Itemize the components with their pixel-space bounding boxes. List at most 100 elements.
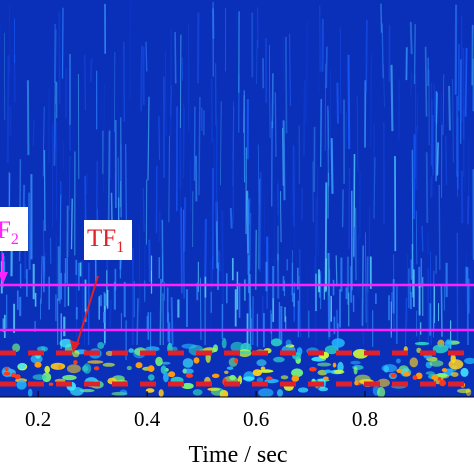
heatmap-blob (450, 354, 456, 364)
heatmap-streak (466, 195, 470, 225)
heatmap-streak (289, 33, 291, 106)
heatmap-streak (257, 144, 260, 204)
heatmap-blob (457, 388, 471, 394)
heatmap-streak (440, 283, 443, 337)
heatmap-streak (298, 249, 302, 338)
heatmap-streak (47, 87, 51, 163)
heatmap-blob (243, 376, 255, 381)
heatmap-streak (471, 24, 474, 86)
heatmap-hotspot (332, 362, 337, 368)
heatmap-streak (85, 173, 88, 194)
heatmap-streak (268, 44, 271, 139)
heatmap-blob (273, 356, 285, 363)
heatmap-blob (444, 339, 452, 349)
x-tick-label: 0.8 (352, 407, 378, 431)
heatmap-blob (414, 341, 430, 346)
heatmap-streak (380, 3, 383, 33)
x-axis-label: Time / sec (188, 442, 287, 468)
heatmap-blob (148, 374, 155, 381)
heatmap-streak (26, 80, 30, 156)
heatmap-blob (230, 341, 244, 353)
x-tick-label: 0.4 (134, 407, 161, 431)
heatmap-streak (404, 297, 407, 346)
heatmap-streak (61, 7, 64, 79)
heatmap-streak (321, 34, 325, 63)
heatmap-hotspot (354, 380, 359, 386)
heatmap-streak (277, 180, 280, 226)
heatmap-streak (28, 192, 31, 270)
heatmap-blob (62, 374, 77, 381)
heatmap-streak (325, 46, 328, 89)
heatmap-blob (32, 374, 47, 380)
heatmap-blob (212, 344, 219, 353)
heatmap-hotspot (211, 373, 220, 378)
heatmap-streaks (0, 0, 474, 360)
heatmap-blob (72, 350, 80, 358)
heatmap-blob (377, 386, 386, 397)
heatmap-blob (17, 363, 26, 370)
heatmap-streak (263, 195, 266, 243)
heatmap-streak (193, 106, 196, 181)
heatmap-streak (383, 64, 385, 108)
heatmap-blob (210, 387, 225, 396)
heatmap-streak (109, 299, 112, 328)
heatmap-blob (260, 366, 266, 371)
heatmap-streak (183, 209, 185, 299)
heatmap-streak (256, 39, 258, 85)
heatmap-blob (448, 359, 464, 370)
heatmap-streak (42, 106, 45, 177)
heatmap-streak (6, 55, 10, 163)
heatmap-blob (87, 360, 104, 364)
heatmap-streak (55, 235, 58, 314)
heatmap-blob (42, 372, 52, 383)
heatmap-streak (339, 27, 342, 114)
heatmap-hotspot (412, 375, 418, 380)
heatmap-streak (282, 120, 286, 201)
heatmap-blob (160, 361, 171, 365)
heatmap-streak (336, 82, 340, 124)
heatmap-streak (103, 83, 105, 192)
heatmap-streak (369, 52, 373, 148)
heatmap-streak (285, 36, 288, 134)
tf1-label-box (84, 220, 132, 260)
heatmap-streak (170, 29, 172, 137)
heatmap-streak (442, 74, 445, 136)
heatmap-hotspot (135, 362, 143, 369)
heatmap-hotspot (73, 360, 78, 365)
tf2-arrow-head (0, 272, 8, 284)
heatmap-streak (347, 54, 351, 150)
heatmap-streak (158, 116, 160, 160)
heatmap-hotspot (415, 372, 423, 380)
heatmap-blob (238, 350, 252, 354)
tf2-label-box (0, 207, 28, 251)
tf1-arrow-head (70, 340, 80, 353)
heatmap-streak (327, 105, 330, 187)
heatmap-blob (27, 388, 33, 397)
heatmap-streak (316, 165, 319, 256)
heatmap-blob (435, 373, 448, 378)
heatmap-streak (440, 93, 443, 125)
heatmap-streak (368, 206, 371, 282)
heatmap-hotspot (309, 367, 317, 372)
heatmap-streak (32, 119, 35, 146)
heatmap-hotspot (147, 365, 155, 372)
heatmap-hotspot (431, 374, 439, 381)
heatmap-hotspot (168, 371, 176, 378)
heatmap-blob (224, 370, 229, 374)
heatmap-streak (40, 255, 43, 304)
heatmap-streak (198, 96, 201, 196)
heatmap-streak (158, 210, 161, 242)
heatmap-streak (140, 45, 143, 112)
heatmap-streak (431, 82, 433, 169)
tf2-annotation: F2 (0, 207, 28, 284)
heatmap-streak (356, 95, 359, 173)
heatmap-streak (438, 184, 441, 270)
heatmap-streak (327, 109, 330, 150)
heatmap-blob (128, 348, 134, 353)
heatmap-blob (277, 389, 283, 397)
heatmap-streak (84, 54, 87, 111)
heatmap-blob (192, 389, 203, 396)
heatmap-hotspot (34, 361, 42, 368)
heatmap-streak (341, 189, 344, 228)
x-tick-label: 0.2 (25, 407, 51, 431)
